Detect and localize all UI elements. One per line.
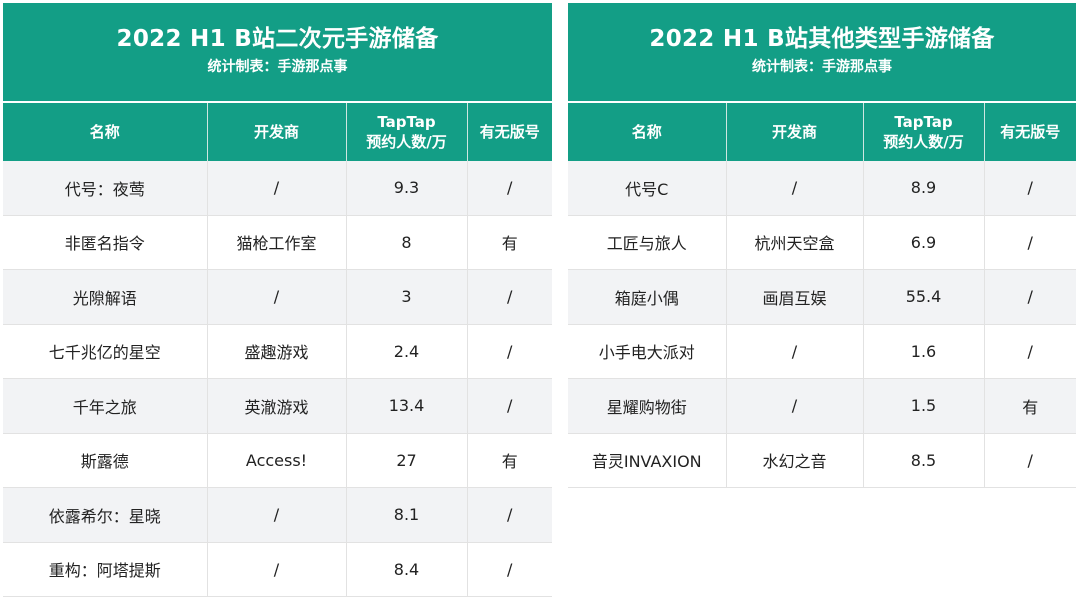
column-header-developer: 开发商	[726, 103, 864, 161]
cell-developer: 盛趣游戏	[207, 324, 347, 379]
panel-title: 2022 H1 B站其他类型手游储备	[649, 26, 995, 52]
cell-license: /	[984, 433, 1076, 488]
cell-name: 千年之旅	[3, 378, 208, 434]
cell-license: /	[467, 269, 552, 325]
cell-name: 重构：阿塔提斯	[3, 542, 208, 597]
cell-reservations: 1.6	[863, 324, 985, 379]
table-row: 依露希尔：星晓/8.1/	[3, 487, 552, 543]
cell-developer: /	[726, 378, 864, 434]
cell-name: 非匿名指令	[3, 215, 208, 270]
other-games-panel: 2022 H1 B站其他类型手游储备 统计制表：手游那点事 名称 开发商 Tap…	[568, 3, 1076, 488]
cell-reservations: 6.9	[863, 215, 985, 270]
table-row: 千年之旅 英澈游戏 13.4/	[3, 378, 552, 434]
cell-name: 音灵INVAXION	[568, 433, 727, 488]
column-header-reservations: TapTap 预约人数/万	[346, 103, 468, 161]
table-row: 音灵INVAXION 水幻之音 8.5/	[568, 433, 1076, 488]
cell-license: /	[984, 215, 1076, 270]
table-row: 七千兆亿的星空 盛趣游戏 2.4/	[3, 324, 552, 379]
cell-developer: /	[726, 161, 864, 216]
cell-license: 有	[467, 433, 552, 488]
cell-name: 依露希尔：星晓	[3, 487, 208, 543]
column-header-reservations-line1: TapTap	[377, 113, 436, 131]
panel-title-box: 2022 H1 B站二次元手游储备 统计制表：手游那点事	[3, 3, 552, 101]
cell-license: /	[467, 487, 552, 543]
cell-developer: /	[207, 542, 347, 597]
cell-name: 光隙解语	[3, 269, 208, 325]
column-header-reservations-line1: TapTap	[894, 113, 953, 131]
table-row: 代号：夜莺/9.3/	[3, 161, 552, 216]
cell-developer: 画眉互娱	[726, 269, 864, 325]
cell-reservations: 55.4	[863, 269, 985, 325]
table-row: 代号C/8.9/	[568, 161, 1076, 216]
table-header-row: 名称 开发商 TapTap 预约人数/万 有无版号	[568, 103, 1076, 161]
cell-name: 七千兆亿的星空	[3, 324, 208, 379]
cell-developer: 杭州天空盒	[726, 215, 864, 270]
cell-name: 代号：夜莺	[3, 161, 208, 216]
table-row: 光隙解语/3/	[3, 269, 552, 325]
table-row: 非匿名指令 猫枪工作室 8 有	[3, 215, 552, 270]
cell-name: 星耀购物街	[568, 378, 727, 434]
cell-developer: /	[726, 324, 864, 379]
anime-games-table: 名称 开发商 TapTap 预约人数/万 有无版号 代号：夜莺/9.3/非匿名指…	[3, 103, 552, 597]
column-header-license: 有无版号	[984, 103, 1076, 161]
cell-name: 代号C	[568, 161, 727, 216]
panel-subtitle: 统计制表：手游那点事	[752, 59, 892, 75]
table-row: 小手电大派对/1.6/	[568, 324, 1076, 379]
cell-license: /	[984, 269, 1076, 325]
cell-license: /	[467, 324, 552, 379]
table-row: 星耀购物街/1.5 有	[568, 378, 1076, 434]
cell-developer: /	[207, 487, 347, 543]
table-body: 代号C/8.9/工匠与旅人 杭州天空盒 6.9/箱庭小偶 画眉互娱 55.4/小手电大派…	[568, 161, 1076, 488]
column-header-license: 有无版号	[467, 103, 552, 161]
cell-reservations: 9.3	[346, 161, 468, 216]
cell-reservations: 8	[346, 215, 468, 270]
cell-license: /	[467, 542, 552, 597]
table-row: 斯露德 Access! 27 有	[3, 433, 552, 488]
cell-license: 有	[467, 215, 552, 270]
cell-license: /	[467, 161, 552, 216]
table-header-row: 名称 开发商 TapTap 预约人数/万 有无版号	[3, 103, 552, 161]
anime-games-panel: 2022 H1 B站二次元手游储备 统计制表：手游那点事 名称 开发商 TapT…	[3, 3, 552, 597]
column-header-developer: 开发商	[207, 103, 347, 161]
cell-reservations: 27	[346, 433, 468, 488]
cell-license: 有	[984, 378, 1076, 434]
cell-developer: /	[207, 161, 347, 216]
cell-name: 工匠与旅人	[568, 215, 727, 270]
cell-license: /	[984, 161, 1076, 216]
cell-developer: Access!	[207, 433, 347, 488]
panel-title: 2022 H1 B站二次元手游储备	[116, 26, 439, 52]
cell-reservations: 8.4	[346, 542, 468, 597]
panel-subtitle: 统计制表：手游那点事	[207, 59, 348, 75]
column-header-reservations-line2: 预约人数/万	[366, 133, 447, 151]
cell-developer: 水幻之音	[726, 433, 864, 488]
column-header-name: 名称	[568, 103, 727, 161]
cell-license: /	[467, 378, 552, 434]
cell-reservations: 2.4	[346, 324, 468, 379]
cell-reservations: 8.9	[863, 161, 985, 216]
cell-name: 斯露德	[3, 433, 208, 488]
cell-developer: 英澈游戏	[207, 378, 347, 434]
table-row: 工匠与旅人 杭州天空盒 6.9/	[568, 215, 1076, 270]
column-header-reservations: TapTap 预约人数/万	[863, 103, 985, 161]
cell-reservations: 13.4	[346, 378, 468, 434]
column-header-name: 名称	[3, 103, 208, 161]
cell-reservations: 3	[346, 269, 468, 325]
cell-license: /	[984, 324, 1076, 379]
cell-developer: /	[207, 269, 347, 325]
cell-developer: 猫枪工作室	[207, 215, 347, 270]
cell-reservations: 1.5	[863, 378, 985, 434]
cell-reservations: 8.1	[346, 487, 468, 543]
table-row: 重构：阿塔提斯/8.4/	[3, 542, 552, 597]
column-header-reservations-line2: 预约人数/万	[883, 133, 964, 151]
cell-reservations: 8.5	[863, 433, 985, 488]
other-games-table: 名称 开发商 TapTap 预约人数/万 有无版号 代号C/8.9/工匠与旅人杭…	[568, 103, 1076, 488]
panel-title-box: 2022 H1 B站其他类型手游储备 统计制表：手游那点事	[568, 3, 1076, 101]
table-body: 代号：夜莺/9.3/非匿名指令 猫枪工作室 8 有光隙解语/3/七千兆亿的星空 盛趣游戏…	[3, 161, 552, 597]
cell-name: 小手电大派对	[568, 324, 727, 379]
cell-name: 箱庭小偶	[568, 269, 727, 325]
table-row: 箱庭小偶 画眉互娱 55.4/	[568, 269, 1076, 325]
